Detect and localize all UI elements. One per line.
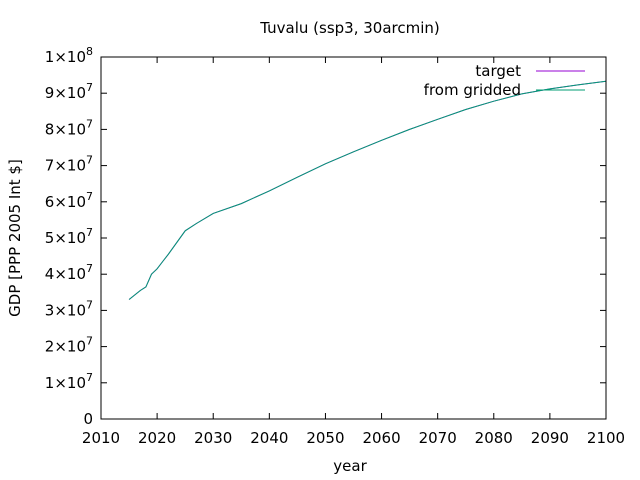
y-tick-label: 4×107 (45, 262, 93, 283)
x-tick-label: 2040 (250, 429, 288, 447)
x-tick-label: 2030 (194, 429, 232, 447)
plot-frame (100, 56, 607, 420)
y-axis-label: GDP [PPP 2005 Int $] (6, 159, 24, 317)
x-tick-label: 2020 (138, 429, 176, 447)
series-line-0 (128, 80, 607, 300)
y-tick-label: 1×108 (45, 45, 93, 66)
series-lines (128, 80, 607, 300)
legend-label: target (475, 62, 521, 80)
axis-ticks: 2010 2020 2030 2040 2050 2060 2070 2080 2090 2100… (45, 45, 625, 447)
x-tick-label: 2050 (306, 429, 344, 447)
x-tick-label: 2060 (362, 429, 400, 447)
y-tick-label: 3×107 (45, 298, 93, 319)
y-tick-label: 5×107 (45, 226, 93, 247)
y-tick-label: 1×107 (45, 371, 93, 392)
y-tick-label: 9×107 (45, 81, 93, 102)
y-tick-label: 2×107 (45, 335, 93, 356)
y-tick-label: 6×107 (45, 190, 93, 211)
x-tick-label: 2100 (587, 429, 625, 447)
y-tick-label: 8×107 (45, 117, 93, 138)
x-axis-label: year (333, 457, 367, 475)
x-tick-label: 2010 (82, 429, 120, 447)
series-line-1 (128, 80, 607, 300)
y-tick-label: 0 (83, 410, 93, 428)
chart-title: Tuvalu (ssp3, 30arcmin) (259, 19, 440, 37)
y-tick-label: 7×107 (45, 154, 93, 175)
x-tick-label: 2070 (419, 429, 457, 447)
legend-label: from gridded (424, 81, 521, 99)
x-tick-label: 2080 (475, 429, 513, 447)
x-tick-label: 2090 (531, 429, 569, 447)
